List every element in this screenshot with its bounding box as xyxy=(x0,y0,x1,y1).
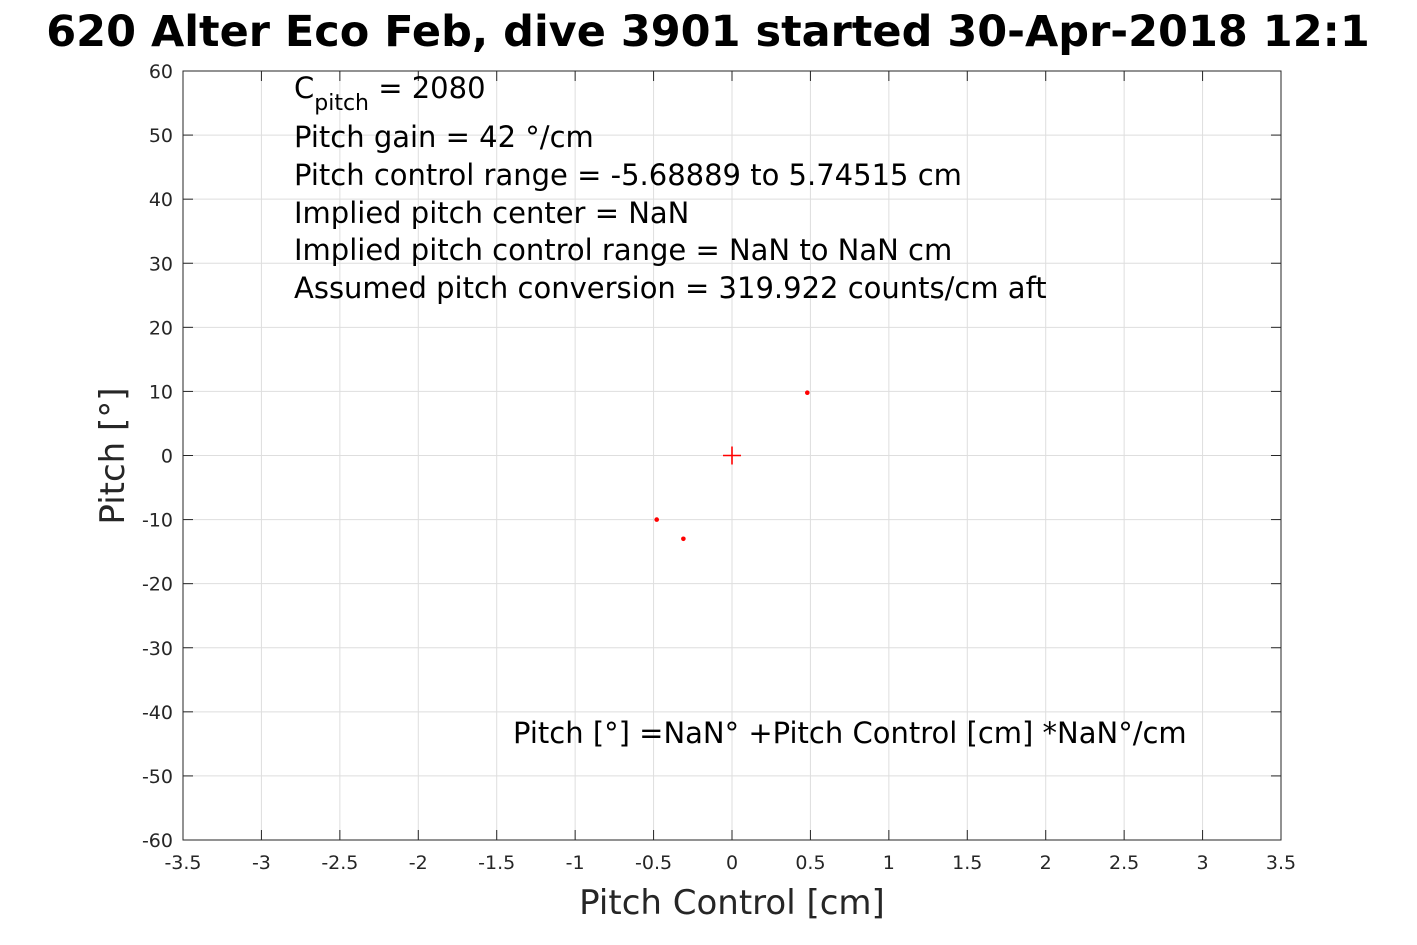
x-tick-label: -1 xyxy=(566,852,585,874)
x-tick-label: 1 xyxy=(883,852,895,874)
x-tick-label: 2 xyxy=(1040,852,1052,874)
y-tick-label: -10 xyxy=(142,510,173,532)
implied-pitch-control-range-annotation: Implied pitch control range = NaN to NaN… xyxy=(294,233,952,267)
cpitch-subscript: pitch xyxy=(314,91,369,116)
x-tick-label: -2.5 xyxy=(321,852,358,874)
implied-pitch-center-annotation: Implied pitch center = NaN xyxy=(294,196,689,230)
data-marks xyxy=(654,390,810,542)
x-tick-label: 2.5 xyxy=(1109,852,1139,874)
pitch-gain-annotation: Pitch gain = 42 °/cm xyxy=(294,120,594,154)
x-tick-label: -0.5 xyxy=(635,852,672,874)
x-tick-label: -1.5 xyxy=(478,852,515,874)
y-tick-label: 50 xyxy=(149,125,173,147)
annotation-block: Cpitch = 2080 Pitch gain = 42 °/cm Pitch… xyxy=(294,71,1187,750)
y-tick-label: -30 xyxy=(142,638,173,660)
data-point xyxy=(654,517,660,522)
y-tick-label: 30 xyxy=(149,253,173,275)
y-tick-label: -60 xyxy=(142,830,173,852)
x-tick-label: 0.5 xyxy=(795,852,825,874)
pitch-control-range-annotation: Pitch control range = -5.68889 to 5.7451… xyxy=(294,158,962,192)
chart-title: 620 Alter Eco Feb, dive 3901 started 30-… xyxy=(46,7,1369,57)
x-tick-label: -2 xyxy=(409,852,428,874)
x-tick-label: 3 xyxy=(1197,852,1209,874)
x-tick-label: -3 xyxy=(252,852,271,874)
axis-ticks xyxy=(182,70,1282,841)
y-tick-label: -20 xyxy=(142,574,173,596)
x-tick-labels: -3.5 -3 -2.5 -2 -1.5 -1 -0.5 0 0.5 1 1.5 2 2.5 3 3.5 xyxy=(164,852,1296,874)
data-point xyxy=(681,536,686,542)
y-tick-label: 20 xyxy=(149,317,173,339)
y-tick-labels: 60 50 40 30 20 10 0 -10 -20 -30 -40 -50 -60 xyxy=(142,61,173,852)
y-tick-label: 10 xyxy=(149,381,173,403)
assumed-pitch-conversion-annotation: Assumed pitch conversion = 319.922 count… xyxy=(294,271,1047,305)
cpitch-annotation: Cpitch = 2080 xyxy=(294,71,486,116)
x-tick-label: 3.5 xyxy=(1266,852,1296,874)
fit-equation-annotation: Pitch [°] =NaN° +Pitch Control [cm] *NaN… xyxy=(513,716,1187,750)
x-tick-label: -3.5 xyxy=(164,852,201,874)
center-plus-marker xyxy=(723,446,741,465)
y-tick-label: -40 xyxy=(142,702,173,724)
plot-frame xyxy=(182,70,1282,841)
y-tick-label: -50 xyxy=(142,766,173,788)
x-tick-label: 0 xyxy=(726,852,738,874)
y-tick-label: 40 xyxy=(149,189,173,211)
cpitch-base: C xyxy=(294,71,314,105)
y-axis-label: Pitch [°] xyxy=(93,387,133,524)
cpitch-value: = 2080 xyxy=(369,71,486,105)
y-tick-label: 60 xyxy=(149,61,173,83)
x-axis-label: Pitch Control [cm] xyxy=(579,883,885,923)
y-tick-label: 0 xyxy=(161,446,173,468)
data-point xyxy=(804,390,810,395)
x-tick-label: 1.5 xyxy=(952,852,982,874)
